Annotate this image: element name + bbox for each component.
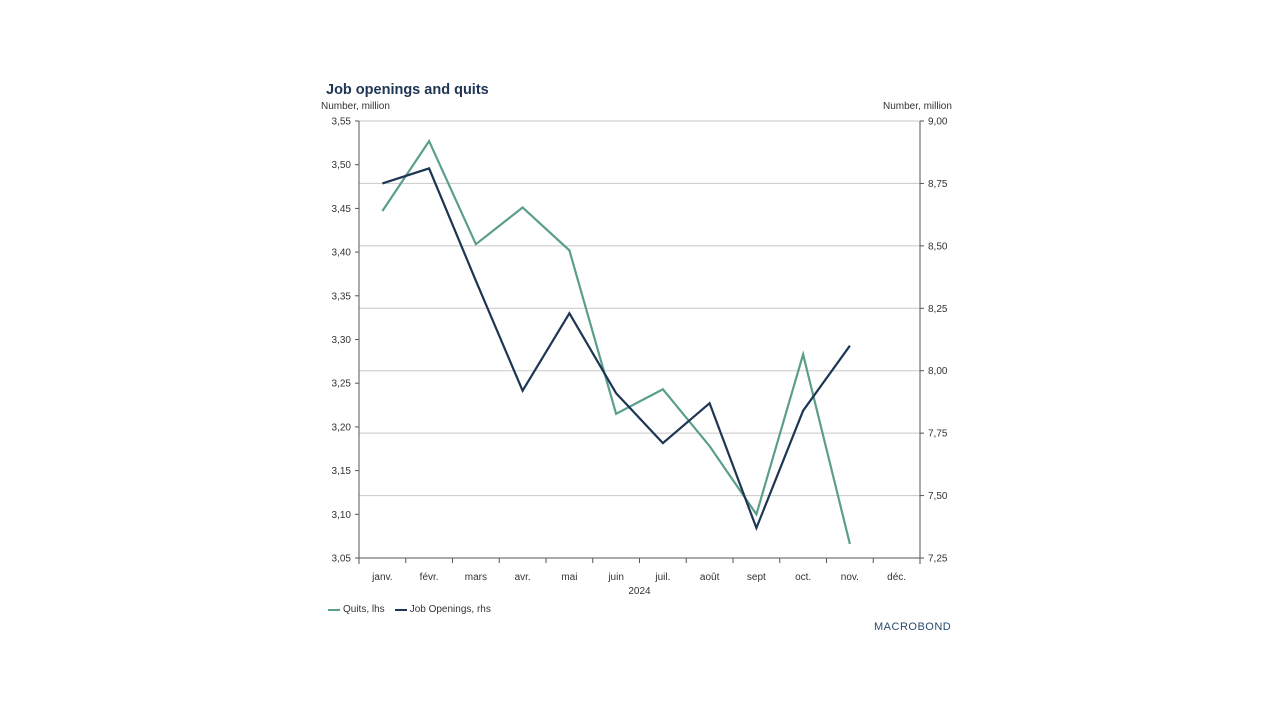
x-tick-label: févr. — [420, 572, 439, 583]
legend-label-quits: Quits, lhs — [343, 604, 385, 615]
left-tick-label: 3,30 — [332, 335, 352, 346]
x-tick-label: juin — [607, 572, 624, 583]
x-tick-label: août — [700, 572, 720, 583]
left-tick-label: 3,20 — [332, 422, 352, 433]
brand-logo: MACROBOND — [874, 621, 952, 633]
right-tick-label: 7,75 — [928, 429, 948, 440]
legend-label-openings: Job Openings, rhs — [409, 604, 491, 615]
left-tick-label: 3,50 — [332, 160, 352, 171]
legend-swatch-quits — [328, 608, 340, 611]
x-tick-label: nov. — [841, 572, 859, 583]
right-tick-label: 7,25 — [928, 554, 948, 565]
quits-line — [381, 138, 851, 545]
right-tick-label: 8,50 — [928, 241, 948, 252]
left-tick-label: 3,25 — [332, 379, 352, 390]
left-tick-label: 3,45 — [332, 204, 352, 215]
right-tick-label: 8,25 — [928, 304, 948, 315]
legend-swatch-openings — [394, 608, 407, 611]
right-axis-unit: Number, million — [883, 101, 952, 112]
chart-title: Job openings and quits — [326, 82, 489, 98]
x-axis-year-label: 2024 — [628, 586, 651, 597]
x-tick-label: déc. — [887, 572, 906, 583]
legend: Quits, lhs Job Openings, rhs — [328, 604, 491, 615]
x-tick-label: oct. — [795, 572, 811, 583]
right-tick-label: 8,75 — [928, 179, 948, 190]
right-tick-label: 9,00 — [928, 117, 948, 128]
x-tick-label: avr. — [515, 572, 531, 583]
left-tick-label: 3,55 — [332, 117, 352, 128]
x-tick-label: mars — [465, 572, 487, 583]
left-axis-unit: Number, million — [321, 101, 390, 112]
x-tick-label: mai — [561, 572, 577, 583]
x-tick-label: juil. — [654, 572, 670, 583]
left-tick-label: 3,35 — [332, 291, 352, 302]
job-openings-line — [382, 167, 851, 532]
right-tick-label: 7,50 — [928, 491, 948, 502]
left-tick-label: 3,05 — [332, 554, 352, 565]
left-tick-label: 3,10 — [332, 510, 352, 521]
legend-item-quits: Quits, lhs — [328, 604, 385, 615]
left-tick-label: 3,15 — [332, 466, 352, 477]
left-tick-label: 3,40 — [332, 248, 352, 259]
legend-item-openings: Job Openings, rhs — [394, 604, 491, 615]
right-tick-label: 8,00 — [928, 366, 948, 377]
x-tick-label: sept — [747, 572, 766, 583]
x-tick-label: janv. — [371, 572, 392, 583]
